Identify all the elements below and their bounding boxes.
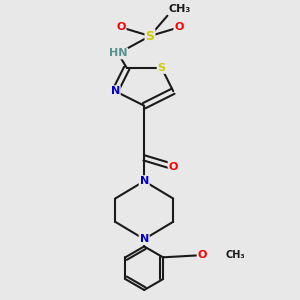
Text: O: O — [169, 162, 178, 172]
Text: N: N — [140, 176, 149, 186]
Text: O: O — [116, 22, 126, 32]
Text: S: S — [158, 63, 166, 73]
Text: O: O — [174, 22, 184, 32]
Text: O: O — [198, 250, 207, 260]
Text: HN: HN — [109, 48, 127, 59]
Text: CH₃: CH₃ — [226, 250, 245, 260]
Text: S: S — [146, 29, 154, 43]
Text: N: N — [140, 234, 149, 244]
Text: N: N — [110, 86, 120, 96]
Text: CH₃: CH₃ — [169, 4, 191, 14]
